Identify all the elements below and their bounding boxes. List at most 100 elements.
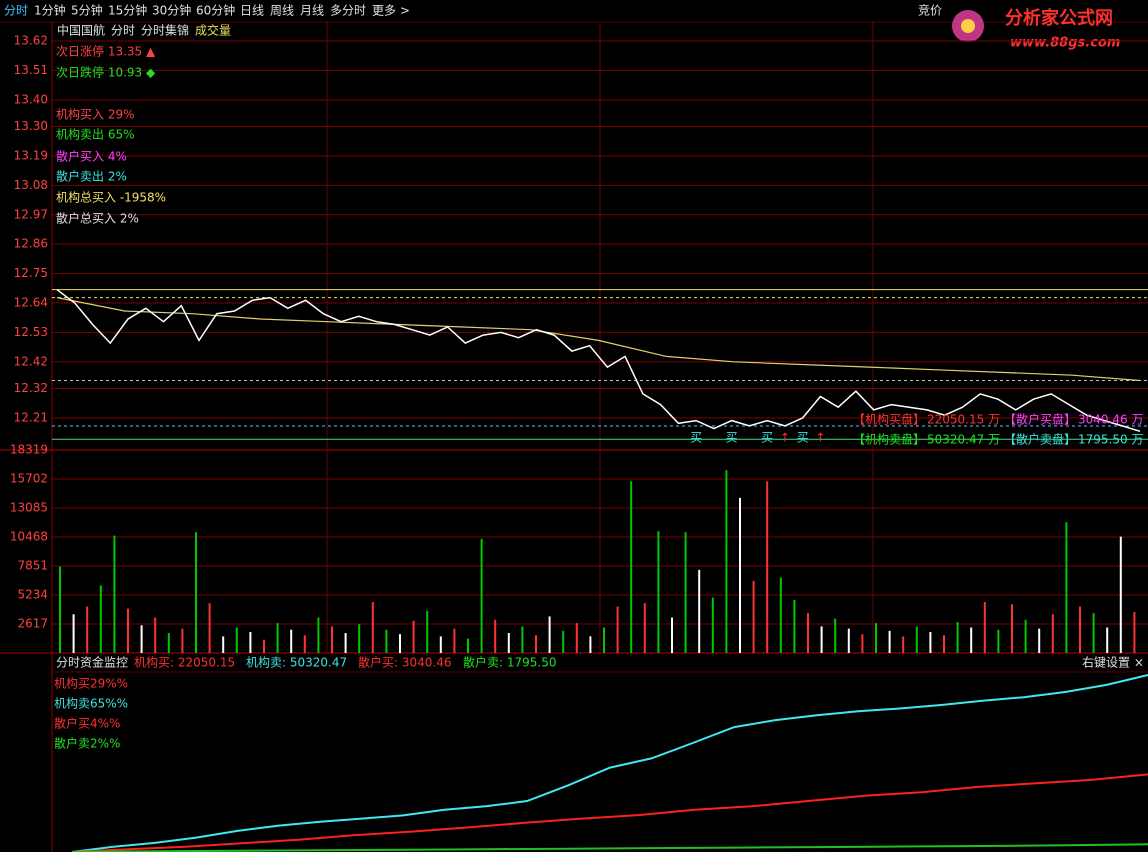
volume-bar <box>983 602 986 653</box>
volume-bar <box>453 628 456 653</box>
volume-bar <box>684 532 687 653</box>
y-tick-label: 12.53 <box>14 325 48 339</box>
volume-bar <box>943 635 945 653</box>
indicator-note: 机构买入 29% <box>56 107 135 122</box>
volume-bar <box>861 634 864 653</box>
monitor-header: 分时资金监控 <box>56 655 128 670</box>
volume-bar <box>902 636 905 653</box>
volume-bar <box>1051 614 1054 653</box>
tab[interactable]: 60分钟 <box>196 3 235 18</box>
volume-bar <box>616 606 619 653</box>
y-tick-label: 18319 <box>10 443 48 457</box>
volume-bar <box>875 623 877 653</box>
volume-bar <box>807 613 809 653</box>
y-tick-label: 13.08 <box>14 178 48 192</box>
tab[interactable]: 1分钟 <box>34 3 66 18</box>
volume-bar <box>140 625 143 653</box>
y-tick-label: 13.51 <box>14 63 48 77</box>
flow-annotation: 1795.50 万 <box>1078 433 1143 447</box>
volume-bar <box>222 636 225 653</box>
indicator-note: 次日涨停 13.35 ▲ <box>56 44 156 59</box>
volume-bar <box>779 577 782 653</box>
legend-entry: 散户卖2%% <box>54 736 120 751</box>
y-tick-label: 12.64 <box>14 295 48 309</box>
tab[interactable]: 周线 <box>270 4 294 18</box>
volume-bar <box>589 636 592 653</box>
volume-bar <box>249 631 252 653</box>
monitor-header: 散户买: 3040.46 <box>358 655 451 670</box>
tab[interactable]: 更多 > <box>372 4 410 18</box>
logo: 分析家公式网 www.88gs.com <box>952 7 1120 51</box>
volume-bar <box>657 531 660 653</box>
flow-annotation: 【散户卖盘】 <box>1004 432 1076 447</box>
tab[interactable]: 月线 <box>300 4 324 18</box>
settings-button[interactable]: 右键设置 × <box>1082 655 1144 670</box>
volume-bar <box>1011 604 1013 653</box>
flow-annotation: 22050.15 万 <box>927 413 1000 427</box>
volume-bar <box>1038 628 1041 653</box>
volume-bar <box>1079 606 1081 653</box>
volume-bar <box>507 633 510 653</box>
y-tick-label: 10468 <box>10 530 48 544</box>
volume-bar <box>181 628 184 653</box>
volume-bar <box>480 538 483 653</box>
auction-label[interactable]: 竞价 <box>918 4 942 18</box>
tab[interactable]: 分时 <box>4 4 28 18</box>
logo-icon <box>961 19 975 33</box>
monitor-header: 散户卖: 1795.50 <box>463 655 556 670</box>
tab[interactable]: 30分钟 <box>152 3 191 18</box>
volume-bar <box>412 620 415 653</box>
volume-bar <box>929 631 932 653</box>
volume-bar <box>1133 611 1136 653</box>
indicator-note: 散户买入 4% <box>56 149 127 164</box>
volume-bar <box>371 602 374 653</box>
indicator-note: 散户总买入 2% <box>56 211 139 226</box>
flow-annotation: 【机构买盘】 <box>853 412 925 427</box>
y-tick-label: 13085 <box>10 501 48 515</box>
tab[interactable]: 日线 <box>240 4 264 18</box>
volume-bar <box>1119 536 1122 653</box>
logo-url: www.88gs.com <box>1010 36 1120 51</box>
volume-bar <box>698 569 701 653</box>
flow-annotation: 【机构卖盘】 <box>853 432 925 447</box>
flow-line <box>71 773 1148 852</box>
y-tick-label: 7851 <box>17 559 48 573</box>
volume-bar <box>358 624 361 653</box>
volume-bar <box>888 630 891 653</box>
monitor-header: 机构买: 22050.15 <box>134 655 235 670</box>
tab[interactable]: 15分钟 <box>108 3 147 18</box>
y-tick-label: 12.75 <box>14 266 48 280</box>
y-tick-label: 12.86 <box>14 237 48 251</box>
volume-bar <box>1106 627 1109 653</box>
volume-bar <box>276 623 279 653</box>
panel-header[interactable]: 分时集锦 <box>141 23 189 38</box>
time-grid <box>326 22 874 653</box>
flow-line <box>71 674 1148 852</box>
volume-bar <box>643 603 646 653</box>
signal: 买 <box>726 431 738 445</box>
average-line <box>56 297 1141 382</box>
volume-bar <box>154 617 157 653</box>
legend-entry: 机构卖65%% <box>54 696 128 711</box>
volume-bar <box>99 585 102 653</box>
panel-header[interactable]: 成交量 <box>195 23 231 38</box>
volume-bar <box>575 623 578 653</box>
signal: 买 <box>690 431 702 445</box>
signal: ↑ <box>815 431 825 445</box>
panel-header[interactable]: 分时 <box>111 24 135 38</box>
volume-bar <box>548 616 551 653</box>
volume-bar <box>535 635 537 653</box>
tab[interactable]: 5分钟 <box>71 3 103 18</box>
logo-title: 分析家公式网 <box>1005 7 1113 29</box>
volume-bar <box>521 626 524 653</box>
volume-bar <box>671 617 673 653</box>
tab[interactable]: 多分时 <box>330 4 366 18</box>
volume-bar <box>1092 613 1095 653</box>
volume-bar <box>834 618 837 653</box>
volume-bar <box>997 629 1000 653</box>
flow-line <box>71 843 1148 852</box>
y-tick-label: 12.97 <box>14 207 48 221</box>
indicator-note: 机构卖出 65% <box>56 127 135 142</box>
volume-bar <box>331 626 333 653</box>
legend-entry: 散户买4%% <box>54 716 120 731</box>
